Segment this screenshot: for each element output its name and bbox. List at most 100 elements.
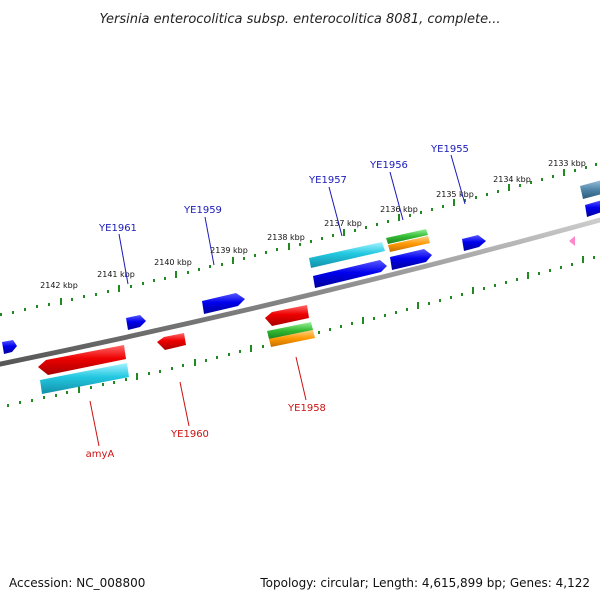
tick-minor (560, 266, 562, 269)
tick-minor (549, 269, 551, 272)
gene-feature[interactable] (269, 330, 315, 347)
tick-minor (442, 205, 444, 208)
gene-label[interactable]: YE1955 (430, 144, 469, 155)
tick-minor (351, 322, 353, 325)
tick-minor (262, 345, 264, 348)
tick-minor (384, 314, 386, 317)
gene-feature[interactable] (390, 249, 432, 270)
tick-minor (125, 378, 127, 381)
tick-minor (541, 178, 543, 181)
gene-label[interactable]: YE1960 (170, 429, 209, 440)
gene-label[interactable]: YE1956 (369, 160, 408, 171)
tick-minor (505, 281, 507, 284)
gene-feature[interactable] (126, 315, 146, 330)
tick-minor (182, 364, 184, 367)
tick-minor (36, 305, 38, 308)
forward-features (2, 180, 600, 354)
tick-minor (387, 220, 389, 223)
gene-feature[interactable] (202, 293, 245, 314)
gene-feature[interactable] (580, 180, 600, 199)
tick-minor (153, 279, 155, 282)
tick-label: 2139 kbp (210, 246, 248, 255)
tick-minor (209, 265, 211, 268)
gene-label[interactable]: YE1961 (98, 223, 137, 234)
accession-label: Accession: NC_008800 (9, 576, 145, 590)
tick-minor (299, 243, 301, 246)
tick-major (343, 229, 345, 236)
tick-minor (0, 313, 2, 316)
tick-minor (318, 331, 320, 334)
gene-feature[interactable] (585, 200, 600, 217)
tick-minor (66, 391, 68, 394)
tick-minor (130, 285, 132, 288)
gene-feature[interactable] (462, 235, 486, 251)
gene-feature[interactable] (38, 345, 126, 375)
gene-feature[interactable] (40, 363, 129, 394)
tick-minor (409, 214, 411, 217)
tick-minor (552, 175, 554, 178)
gene-feature[interactable] (2, 340, 17, 354)
tick-minor (354, 229, 356, 232)
tick-major (563, 169, 565, 176)
gene-feature[interactable] (267, 322, 313, 339)
gene-labels-reverse: amyA YE1960 YE1958 (86, 403, 326, 460)
tick-label: 2133 kbp (548, 159, 586, 168)
tick-major (136, 373, 138, 380)
tick-minor (475, 196, 477, 199)
connector-line (295, 356, 307, 401)
connector-line (328, 186, 343, 237)
tick-minor (395, 311, 397, 314)
tick-label: 2141 kbp (97, 270, 135, 279)
gene-label[interactable]: YE1958 (287, 403, 326, 414)
gene-label[interactable]: YE1959 (183, 205, 222, 216)
tick-minor (276, 248, 278, 251)
gene-label-connectors-forward (118, 154, 466, 285)
tick-minor (243, 257, 245, 260)
gene-feature[interactable] (569, 236, 575, 246)
tick-minor (373, 317, 375, 320)
tick-minor (239, 350, 241, 353)
tick-minor (205, 359, 207, 362)
gene-label[interactable]: YE1957 (308, 175, 347, 186)
tick-minor (486, 193, 488, 196)
connector-line (204, 216, 215, 266)
tick-minor (198, 268, 200, 271)
connector-line (179, 381, 190, 427)
tick-minor (538, 272, 540, 275)
tick-major (362, 317, 364, 324)
tick-minor (516, 278, 518, 281)
gene-feature[interactable] (309, 242, 385, 268)
reverse-features (38, 305, 315, 394)
tick-minor (376, 223, 378, 226)
tick-minor (329, 328, 331, 331)
gene-feature[interactable] (157, 333, 186, 350)
tick-label: 2137 kbp (324, 219, 362, 228)
tick-minor (406, 308, 408, 311)
tick-minor (90, 386, 92, 389)
tick-minor (95, 293, 97, 296)
tick-minor (12, 311, 14, 314)
tick-minor (107, 290, 109, 293)
tick-minor (310, 240, 312, 243)
gene-feature[interactable] (313, 260, 387, 288)
tick-minor (439, 299, 441, 302)
tick-minor (494, 284, 496, 287)
gene-feature[interactable] (388, 236, 430, 252)
gene-label-connectors-reverse (89, 356, 307, 447)
gene-labels-forward: YE1961 YE1959 YE1957 YE1956 YE1955 (98, 144, 469, 234)
gene-feature[interactable] (386, 229, 428, 244)
tick-minor (48, 303, 50, 306)
tick-minor (428, 302, 430, 305)
connector-line (118, 233, 129, 285)
tick-label: 2135 kbp (436, 190, 474, 199)
tick-minor (530, 181, 532, 184)
gene-feature[interactable] (265, 305, 309, 326)
tick-minor (187, 271, 189, 274)
tick-minor (102, 383, 104, 386)
tick-major (78, 386, 80, 393)
tick-major (582, 256, 584, 263)
tick-minor (340, 325, 342, 328)
tick-minor (228, 353, 230, 356)
gene-label[interactable]: amyA (86, 449, 115, 460)
